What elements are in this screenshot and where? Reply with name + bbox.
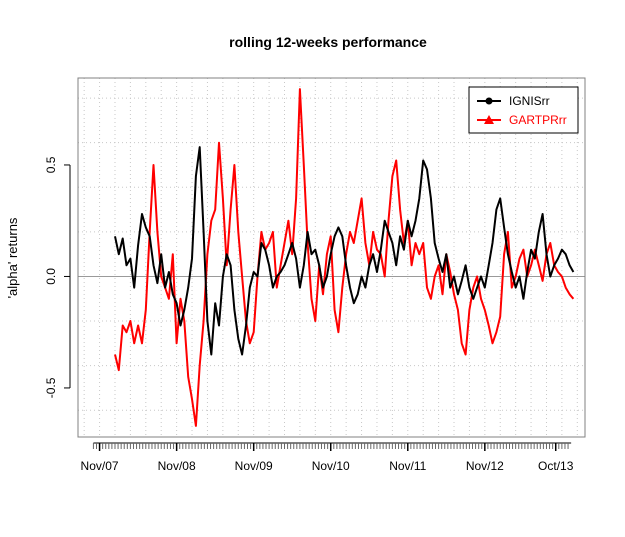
legend-circle-marker-icon [485, 97, 493, 105]
legend-box [468, 86, 579, 134]
y-tick-label: -0.5 [44, 377, 58, 398]
x-tick-label: Oct/13 [538, 459, 574, 473]
x-tick-label: Nov/12 [466, 459, 504, 473]
series-layer [114, 88, 575, 427]
plot-area [77, 77, 586, 438]
y-tick-label: 0.0 [44, 268, 58, 285]
x-tick-label: Nov/10 [312, 459, 350, 473]
x-tick-label: Nov/11 [389, 459, 426, 473]
legend-triangle-marker-icon [484, 115, 494, 124]
series-line-IGNISrr [114, 146, 575, 356]
series-line-GARTPRrr [114, 88, 575, 427]
y-tick-label: 0.5 [44, 156, 58, 173]
legend-label: IGNISrr [509, 94, 550, 108]
x-tick-label: Nov/09 [235, 459, 273, 473]
y-axis: -0.5 0.0 0.5 [44, 156, 71, 398]
chart-title: rolling 12-weeks performance [229, 34, 427, 50]
x-tick-label: Nov/07 [81, 459, 119, 473]
x-tick-label: Nov/08 [158, 459, 196, 473]
y-axis-label: 'alpha' returns [5, 217, 20, 298]
legend: IGNISrr GARTPRrr [468, 86, 579, 134]
x-axis: Nov/07 Nov/08 Nov/09 Nov/10 Nov/11 Nov/12 Oct/… [81, 442, 574, 473]
legend-label: GARTPRrr [509, 113, 567, 127]
